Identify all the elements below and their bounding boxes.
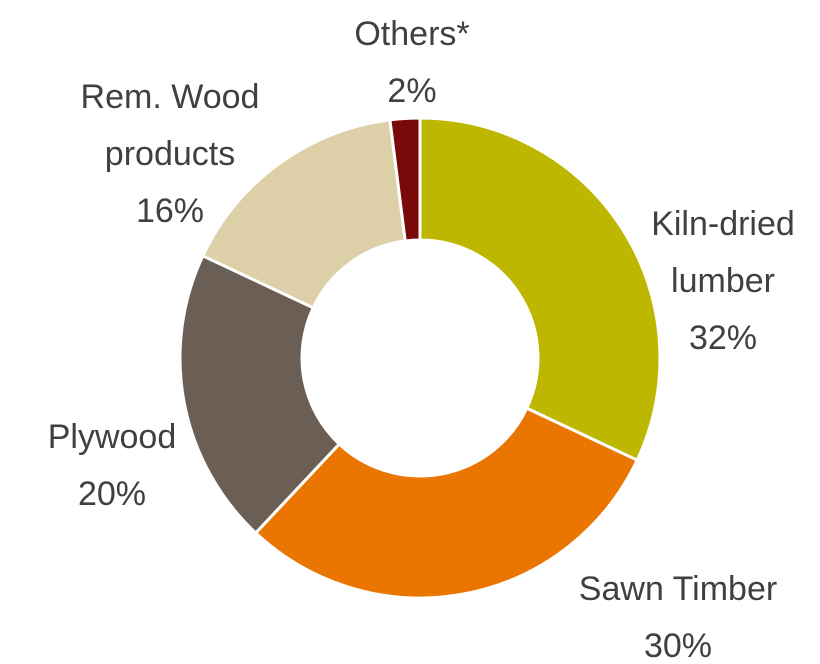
category-label: Plywood (48, 418, 177, 456)
data-label-rem-wood-products: Rem. Wood products 16% (81, 78, 260, 230)
slice-rem-wood-products (200, 118, 407, 310)
percent-label: 2% (387, 72, 436, 110)
data-label-plywood: Plywood 20% (48, 418, 177, 513)
data-label-others: Others* 2% (354, 15, 469, 110)
percent-label: 30% (644, 627, 712, 664)
percent-label: 16% (136, 192, 204, 230)
slice-plywood (178, 253, 342, 536)
category-label: Kiln-dried (651, 205, 795, 243)
data-label-kiln-dried-lumber: Kiln-dried lumber 32% (651, 205, 795, 357)
category-label: Rem. Wood (81, 78, 260, 116)
slice-kiln-dried-lumber (418, 116, 662, 463)
data-label-sawn-timber: Sawn Timber 30% (579, 570, 777, 664)
category-label: products (105, 135, 235, 173)
category-label: Sawn Timber (579, 570, 777, 608)
slice-sawn-timber (253, 406, 640, 600)
percent-label: 20% (78, 475, 146, 513)
category-label: lumber (671, 262, 775, 300)
category-label: Others* (354, 15, 469, 53)
slice-others (388, 116, 422, 243)
percent-label: 32% (689, 319, 757, 357)
